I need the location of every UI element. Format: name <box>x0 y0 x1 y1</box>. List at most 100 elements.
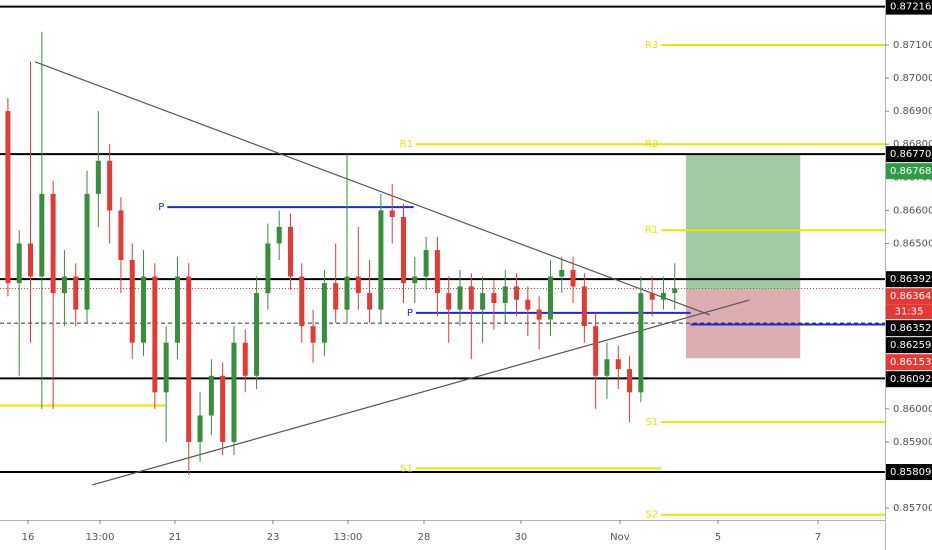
candle-body <box>457 286 463 310</box>
candle-body <box>39 193 45 277</box>
candle-body <box>265 243 271 294</box>
y-tick-label: 0.86600 <box>893 205 932 216</box>
pivot-label: R3 <box>645 40 658 51</box>
candle-body <box>95 160 101 194</box>
candle-body <box>547 276 553 320</box>
y-tick-label: 0.86900 <box>893 106 932 117</box>
price-label: 0.86392 <box>890 274 931 285</box>
x-tick-label: 5 <box>715 532 721 543</box>
candle-body <box>525 299 531 310</box>
x-tick-label: 30 <box>515 532 528 543</box>
candle-body <box>649 293 655 300</box>
x-tick-label: Nov <box>610 532 630 543</box>
x-tick-label: 7 <box>815 532 821 543</box>
pivot-label: P <box>407 308 413 319</box>
candle-body <box>367 293 373 310</box>
candle-body <box>412 276 418 284</box>
candle-body <box>50 193 56 294</box>
price-label-box <box>886 163 932 180</box>
price-label-box <box>886 271 932 288</box>
plot-area: R3 R1 R2 R1 S1 S1 S2 P P <box>0 5 885 521</box>
price-label-box <box>886 320 932 337</box>
pivot-label: R1 <box>400 139 413 150</box>
pivot-label: S2 <box>645 510 658 521</box>
candle-body <box>355 276 361 294</box>
price-label: 0.85809 <box>890 467 931 478</box>
candle-body <box>468 286 474 310</box>
x-tick-label: 13:00 <box>86 532 115 543</box>
candle-body <box>491 293 497 304</box>
take-profit-zone <box>686 154 801 291</box>
candle-body <box>638 293 644 393</box>
candle-body <box>378 210 384 310</box>
candle-body <box>423 250 429 277</box>
candle-body <box>107 160 113 211</box>
y-tick-label: 0.86800 <box>893 139 932 150</box>
price-label: 0.86768 <box>890 166 931 177</box>
candle-body <box>220 375 226 442</box>
candle-body <box>118 210 124 260</box>
pivot-label: R1 <box>645 225 658 236</box>
x-tick-label: 16 <box>22 532 35 543</box>
candle-body <box>401 216 407 284</box>
candle-body <box>559 269 565 277</box>
candle-body <box>672 288 678 294</box>
price-label-box <box>886 337 932 354</box>
candle-body <box>186 276 192 442</box>
candle-body <box>84 193 90 310</box>
candle-body <box>502 286 508 304</box>
candle-body <box>299 276 305 327</box>
pivot-label: S1 <box>645 417 658 428</box>
candle-body <box>174 276 180 343</box>
x-tick-label: 21 <box>169 532 182 543</box>
y-tick-label: 0.87000 <box>893 73 932 84</box>
candle-body <box>16 243 22 284</box>
price-label-box <box>886 371 932 388</box>
x-tick-label: 23 <box>267 532 280 543</box>
candle-body <box>480 293 486 310</box>
y-tick-label: 0.86500 <box>893 238 932 249</box>
candle-body <box>197 415 203 442</box>
candle-body <box>28 243 34 277</box>
candle-body <box>604 359 610 376</box>
candle-body <box>310 326 316 343</box>
price-label: 0.86092 <box>890 374 931 385</box>
candle-body <box>242 342 248 376</box>
candle-body <box>73 276 79 310</box>
pivot-label: S1 <box>400 463 413 474</box>
trend-line <box>34 61 711 316</box>
candle-body <box>389 210 395 217</box>
price-label: 0.86153 <box>890 357 931 368</box>
candle-body <box>581 286 587 327</box>
candle-body <box>344 276 350 310</box>
price-label: 0.86770 <box>890 149 931 160</box>
candle-body <box>276 226 282 244</box>
candle-body <box>129 260 135 343</box>
candle-body <box>254 293 260 376</box>
candle-body <box>287 226 293 277</box>
candle-body <box>163 342 169 393</box>
candle-body <box>514 286 520 300</box>
candle-body <box>61 276 67 294</box>
candle-body <box>593 326 599 376</box>
x-tick-label: 28 <box>418 532 431 543</box>
countdown-box <box>886 304 932 320</box>
candle-body <box>660 293 666 300</box>
y-tick-label: 0.86000 <box>893 404 932 415</box>
candle-body <box>434 250 440 294</box>
pivot-label: R2 <box>645 139 658 150</box>
candle-body <box>231 342 237 442</box>
y-tick-label: 0.87100 <box>893 40 932 51</box>
candle-body <box>321 283 327 343</box>
price-label: 0.86259 <box>890 340 931 351</box>
price-label-box <box>886 464 932 481</box>
price-label-box <box>886 0 932 15</box>
candle-body <box>627 369 633 393</box>
candle-body <box>5 111 11 284</box>
candle-body <box>536 309 542 320</box>
candle-body <box>333 283 339 310</box>
candle-body <box>152 276 158 393</box>
price-label-box <box>886 146 932 163</box>
price-label: 0.86352 <box>890 323 931 334</box>
